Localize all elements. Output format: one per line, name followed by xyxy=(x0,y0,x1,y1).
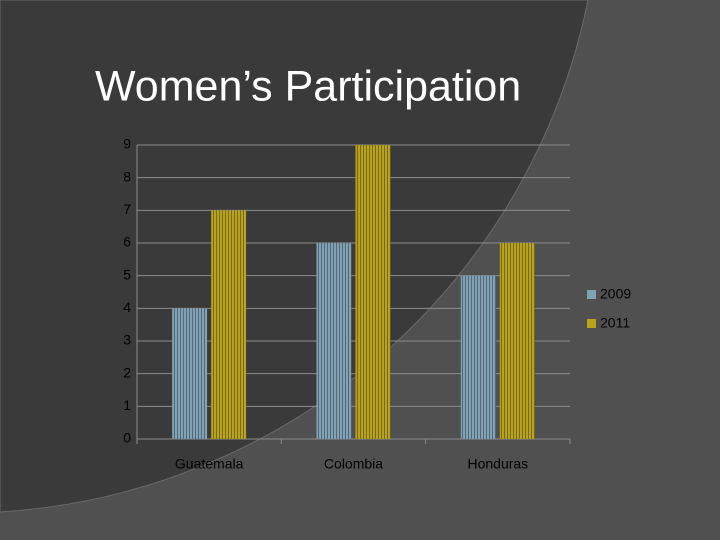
y-tick-label: 4 xyxy=(123,299,131,315)
x-tick-label: Colombia xyxy=(324,456,383,472)
legend-label: 2011 xyxy=(600,315,630,331)
bar xyxy=(316,243,352,439)
chart-title: Women’s Participation xyxy=(95,62,521,110)
x-tick-label: Guatemala xyxy=(175,456,244,472)
y-tick-label: 6 xyxy=(123,234,131,250)
y-tick-label: 3 xyxy=(123,332,131,348)
bar xyxy=(172,308,208,439)
x-tick-label: Honduras xyxy=(467,456,528,472)
bar xyxy=(499,243,535,439)
bar xyxy=(211,210,247,439)
y-tick-label: 9 xyxy=(123,136,131,152)
y-tick-label: 7 xyxy=(123,201,131,217)
y-tick-label: 8 xyxy=(123,168,131,184)
y-tick-label: 0 xyxy=(123,430,131,446)
legend-label: 2009 xyxy=(600,286,631,302)
y-tick-label: 1 xyxy=(123,397,131,413)
plot: 0 1 2 3 4 5 6 7 8 9 Guatemala Colombia Honduras 2009 2… xyxy=(123,136,631,472)
y-tick-label: 5 xyxy=(123,266,131,282)
y-tick-label: 2 xyxy=(123,364,131,380)
legend-swatch xyxy=(587,290,596,299)
legend-swatch xyxy=(587,319,596,328)
bar xyxy=(460,275,496,439)
bar xyxy=(355,145,391,439)
